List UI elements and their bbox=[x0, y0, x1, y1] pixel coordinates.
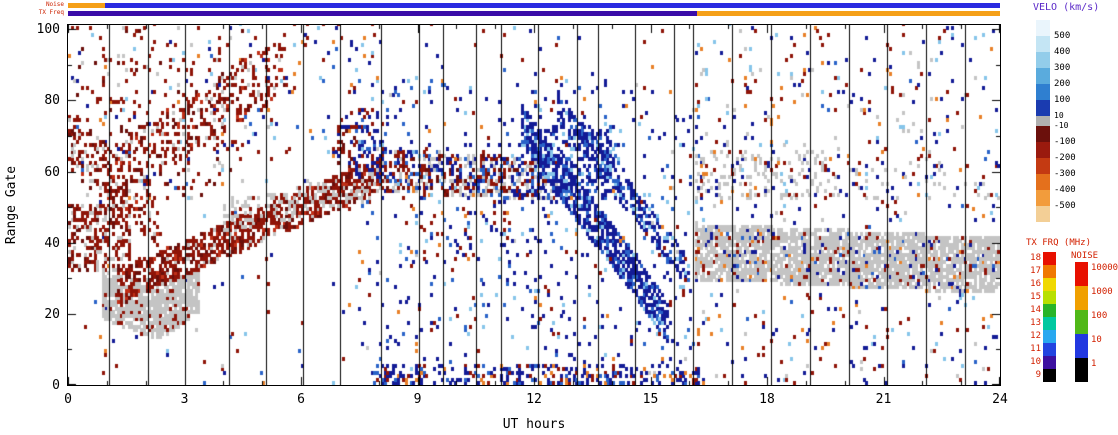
txfrq-colorbar: 18 17 16 15 14 13 12 11 10 9 bbox=[1030, 252, 1056, 382]
velo-bar-segment bbox=[1036, 126, 1050, 142]
txfrq-bar-label: 9 bbox=[1035, 370, 1041, 380]
velocity-colorbar: 500 400 300 200 100 10 -10 -100 -200 -300 -400 -500 bbox=[1036, 20, 1076, 222]
txfreq-status-bar bbox=[68, 11, 1000, 16]
txfrq-bar-segment bbox=[1043, 343, 1056, 356]
txfrq-legend-title: TX FRQ (MHz) bbox=[1026, 238, 1092, 248]
x-tick-label: 15 bbox=[642, 392, 659, 407]
y-axis-label: Range Gate bbox=[4, 165, 19, 245]
velo-bar-label: -100 bbox=[1054, 137, 1076, 147]
x-axis-label: UT hours bbox=[502, 417, 566, 432]
y-tick-label: 0 bbox=[52, 378, 60, 393]
noise-cbar-segment bbox=[1075, 286, 1088, 310]
x-tick-label: 9 bbox=[413, 392, 422, 407]
x-tick-label: 3 bbox=[180, 392, 189, 407]
velo-bar-label: -500 bbox=[1054, 201, 1076, 211]
noise-cbar-label: 10000 bbox=[1091, 263, 1118, 273]
txfrq-bar-segment bbox=[1043, 252, 1056, 265]
velo-bar-segment bbox=[1036, 142, 1050, 158]
noise-colorbar: 10000 1000 100 10 1 bbox=[1075, 262, 1118, 382]
x-tick-label: 21 bbox=[875, 392, 892, 407]
txfrq-bar-label: 10 bbox=[1030, 357, 1041, 367]
txfrq-bar-segment bbox=[1043, 356, 1056, 369]
txfrq-bar-label: 17 bbox=[1030, 266, 1041, 276]
txfrq-bar-segment bbox=[1043, 278, 1056, 291]
x-tick-label: 0 bbox=[64, 392, 72, 407]
velo-bar-segment bbox=[1036, 206, 1050, 222]
velo-bar-segment bbox=[1036, 68, 1050, 84]
velo-bar-label: 500 bbox=[1054, 31, 1071, 41]
x-tick-label: 24 bbox=[992, 392, 1008, 407]
noise-cbar-segment bbox=[1075, 334, 1088, 358]
velo-bar-segment bbox=[1036, 20, 1050, 36]
velo-bar-segment bbox=[1036, 84, 1050, 100]
plot-canvas bbox=[68, 25, 1000, 385]
noise-status-bar bbox=[68, 3, 1000, 8]
noise-bar-segment bbox=[68, 3, 105, 8]
velo-bar-label: -200 bbox=[1054, 153, 1076, 163]
y-tick-label: 60 bbox=[44, 164, 60, 180]
noise-cbar-label: 1 bbox=[1091, 359, 1097, 369]
y-tick-label: 100 bbox=[36, 22, 60, 38]
txfrq-bar-label: 13 bbox=[1030, 318, 1041, 328]
y-tick-label: 20 bbox=[44, 306, 60, 322]
txfrq-bar-label: 14 bbox=[1030, 305, 1041, 315]
velo-bar-segment bbox=[1036, 174, 1050, 190]
noise-bar-segment bbox=[104, 3, 1000, 8]
noise-bar-label: Noise bbox=[45, 1, 64, 8]
x-tick-label: 6 bbox=[297, 392, 305, 407]
txfrq-bar-segment bbox=[1043, 265, 1056, 278]
txfrq-bar-segment bbox=[1043, 304, 1056, 317]
txfrq-bar-label: 16 bbox=[1030, 279, 1041, 289]
velo-bar-segment bbox=[1036, 52, 1050, 68]
txfrq-bar-label: 12 bbox=[1030, 331, 1041, 341]
velo-bar-label: 200 bbox=[1054, 79, 1071, 89]
noise-cbar-label: 100 bbox=[1091, 311, 1108, 321]
velo-bar-segment bbox=[1036, 190, 1050, 206]
noise-cbar-segment bbox=[1075, 262, 1088, 286]
velocity-legend-title: VELO (km/s) bbox=[1033, 2, 1100, 13]
txfrq-bar-label: 15 bbox=[1030, 292, 1041, 302]
plot-area bbox=[67, 24, 1001, 386]
velo-bar-label: 300 bbox=[1054, 63, 1071, 73]
txfrq-bar-label: 11 bbox=[1030, 344, 1041, 354]
velo-bar-segment bbox=[1036, 116, 1050, 126]
noise-cbar-segment bbox=[1075, 310, 1088, 334]
velo-bar-label: -10 bbox=[1054, 121, 1069, 130]
velo-bar-label: -300 bbox=[1054, 169, 1076, 179]
txfrq-bar-segment bbox=[1043, 291, 1056, 304]
velo-bar-segment bbox=[1036, 100, 1050, 116]
x-tick-label: 18 bbox=[759, 392, 775, 407]
y-tick-label: 40 bbox=[44, 235, 60, 251]
noise-cbar-label: 1000 bbox=[1091, 287, 1113, 297]
velo-bar-label: 100 bbox=[1054, 95, 1071, 105]
txfreq-bar-label: TX Freq bbox=[38, 9, 64, 16]
y-tick-label: 80 bbox=[44, 93, 60, 109]
txfrq-bar-label: 18 bbox=[1030, 253, 1041, 263]
noise-cbar-segment bbox=[1075, 358, 1088, 382]
velo-bar-segment bbox=[1036, 158, 1050, 174]
txfreq-bar-segment bbox=[697, 11, 1000, 16]
velo-bar-segment bbox=[1036, 36, 1050, 52]
noise-legend-title: NOISE bbox=[1071, 251, 1099, 261]
x-tick-label: 12 bbox=[526, 392, 542, 407]
txfrq-bar-segment bbox=[1043, 330, 1056, 343]
txfreq-bar-segment bbox=[68, 11, 698, 16]
txfrq-bar-segment bbox=[1043, 369, 1056, 382]
txfrq-bar-segment bbox=[1043, 317, 1056, 330]
velo-bar-label: 400 bbox=[1054, 47, 1071, 57]
velo-bar-label: -400 bbox=[1054, 185, 1076, 195]
velo-bar-label: 10 bbox=[1054, 111, 1064, 120]
noise-cbar-label: 10 bbox=[1091, 335, 1102, 345]
